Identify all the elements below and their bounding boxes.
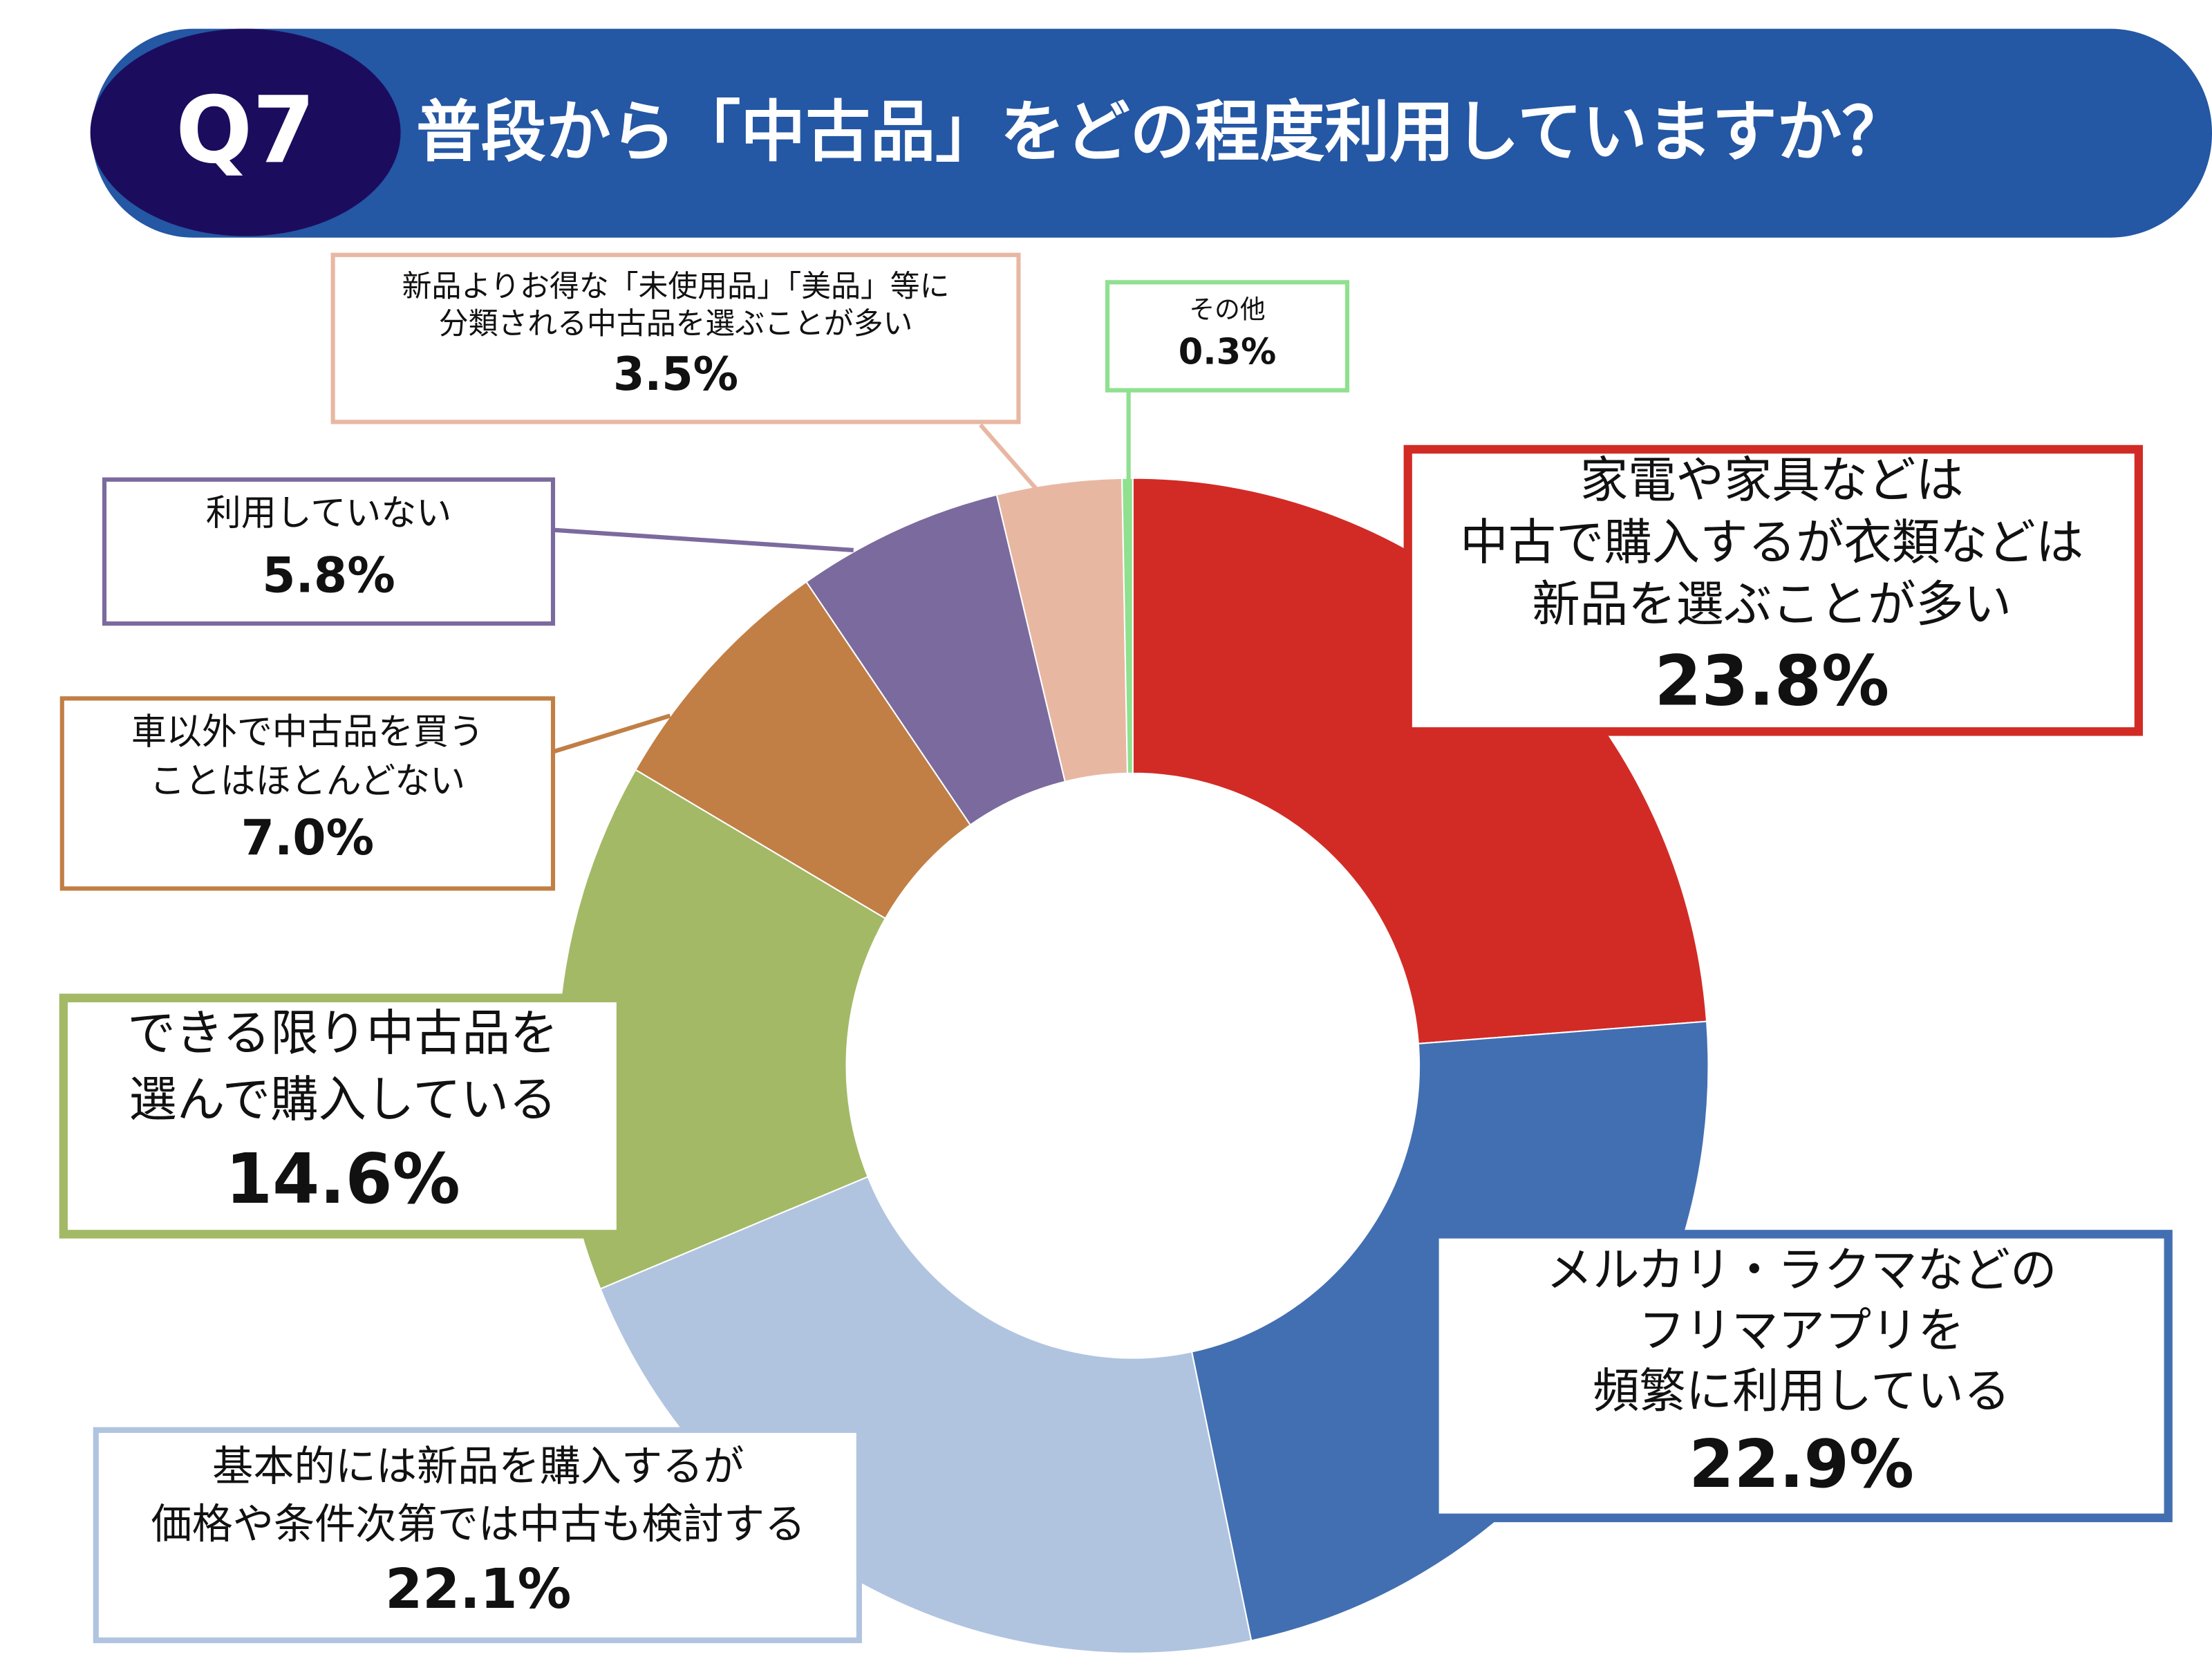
value-label: 0.3% bbox=[1179, 331, 1276, 373]
leader-line bbox=[552, 713, 671, 754]
donut-slice bbox=[599, 1175, 1253, 1654]
category-label: できる限り中古品を選んで購入している bbox=[127, 1005, 558, 1129]
value-label: 5.8% bbox=[262, 547, 395, 604]
label-box bbox=[330, 252, 1021, 424]
label-box bbox=[59, 696, 556, 891]
category-label: メルカリ・ラクマなどのフリマアプリを頻繁に利用している bbox=[1546, 1243, 2057, 1419]
value-label: 14.6% bbox=[225, 1139, 460, 1219]
category-label: 基本的には新品を購入するが価格や条件次第では中古も検討する bbox=[151, 1442, 805, 1548]
leader-line bbox=[979, 423, 1039, 491]
value-label: 22.9% bbox=[1689, 1426, 1914, 1503]
label-box bbox=[93, 1427, 862, 1644]
category-label: その他 bbox=[1189, 294, 1265, 324]
category-label: 利用していない bbox=[206, 492, 452, 534]
chart-title: 普段から「中古品」をどの程度利用していますか？ bbox=[416, 94, 1906, 171]
value-label: 23.8% bbox=[1654, 641, 1889, 721]
title-banner bbox=[91, 28, 2212, 238]
value-label: 3.5% bbox=[613, 347, 738, 401]
label-box bbox=[1105, 280, 1350, 393]
donut-slice bbox=[635, 581, 972, 920]
label-box bbox=[1430, 1230, 2173, 1523]
value-label: 22.1% bbox=[385, 1557, 571, 1621]
label-box bbox=[102, 477, 556, 626]
donut-slice bbox=[1132, 477, 1708, 1044]
leader-line bbox=[552, 527, 854, 552]
category-label: 車以外で中古品を買うことはほとんどない bbox=[131, 711, 484, 802]
category-label: 新品よりお得な「未使用品」「美品」等に分類される中古品を選ぶことが多い bbox=[402, 269, 950, 341]
value-label: 7.0% bbox=[241, 809, 374, 866]
badge bbox=[90, 28, 401, 236]
label-box bbox=[59, 993, 626, 1239]
label-box bbox=[1403, 444, 2143, 736]
donut-slice bbox=[1121, 477, 1134, 774]
category-label: 家電や家具などは中古で購入するが衣類などは新品を選ぶことが多い bbox=[1460, 452, 2083, 633]
badge-text: Q7 bbox=[176, 77, 315, 185]
